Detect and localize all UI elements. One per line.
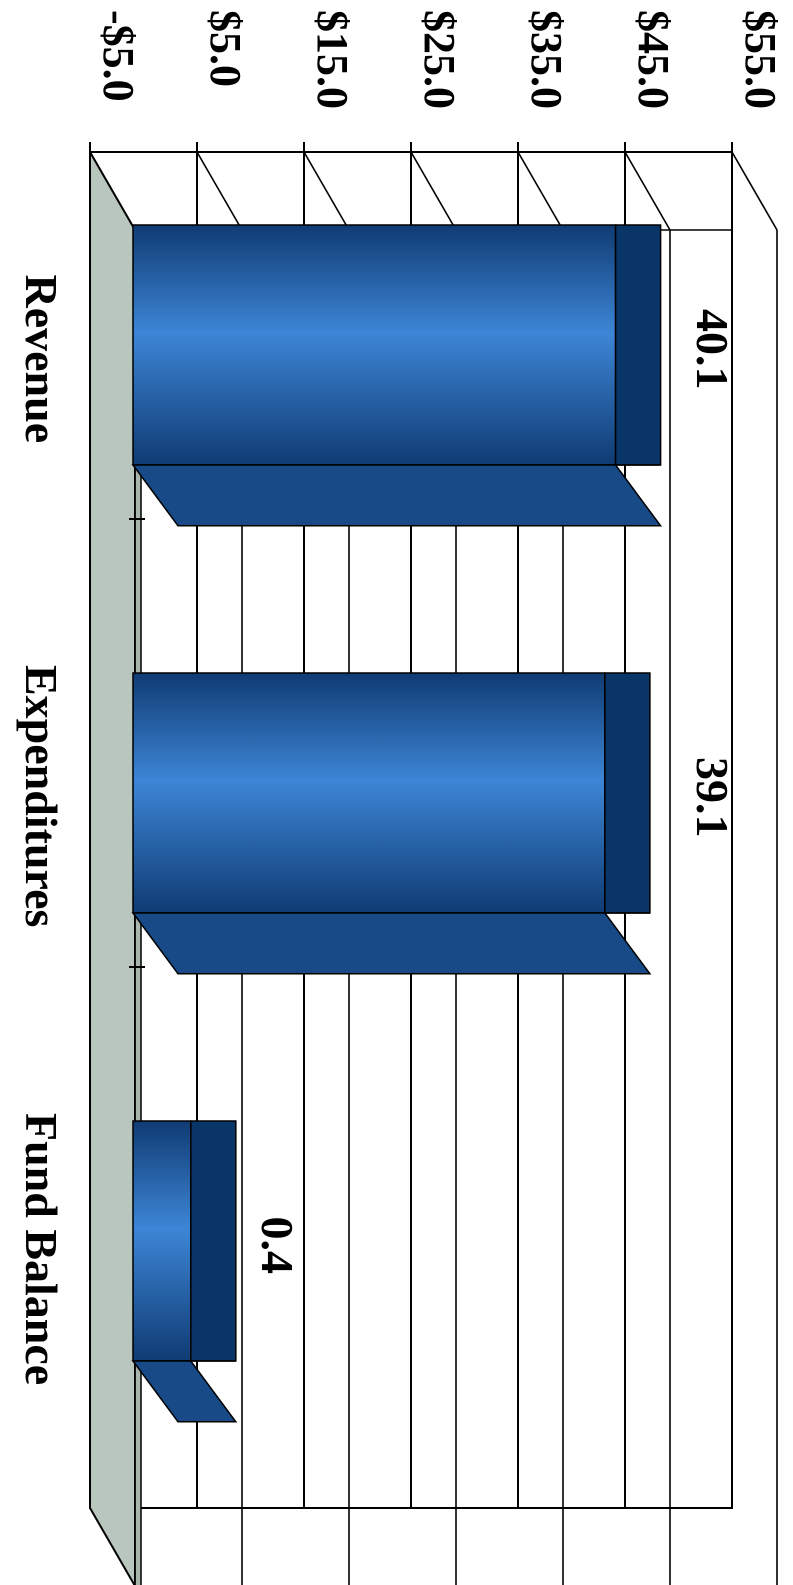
- tick-label: $35.0: [522, 10, 571, 109]
- bar-end: [614, 224, 662, 466]
- gridline-depth: [196, 151, 243, 231]
- bar-front: [132, 224, 617, 466]
- floor: [89, 148, 136, 1585]
- bar-depth: [131, 1360, 238, 1423]
- bar-fund-balance: [131, 1120, 238, 1423]
- category-axis-labels: Revenue Expenditures Fund Balance: [16, 275, 67, 1386]
- data-label: 39.1: [687, 757, 738, 838]
- bar-revenue: [131, 224, 663, 527]
- gridline-depth: [410, 151, 457, 231]
- tick-label: -$5.0: [94, 10, 143, 102]
- data-labels: 40.1 39.1 0.4: [252, 309, 738, 1274]
- data-label: 0.4: [252, 1217, 303, 1275]
- bar-depth: [131, 464, 663, 527]
- tick-label: $15.0: [308, 10, 357, 109]
- gridline-depth: [303, 151, 350, 231]
- gridline-depth: [731, 151, 778, 231]
- bar-front: [132, 1120, 192, 1362]
- data-label: 40.1: [687, 309, 738, 390]
- bar-depth: [131, 912, 652, 975]
- bar-end: [190, 1120, 237, 1362]
- bar-expenditures: [131, 672, 652, 975]
- category-label: Fund Balance: [16, 1113, 67, 1385]
- category-label: Expenditures: [16, 665, 67, 927]
- tick-label: $55.0: [736, 10, 785, 109]
- gridline-depth: [517, 151, 564, 231]
- gridline-depth: [89, 151, 136, 231]
- tick-label: $5.0: [201, 10, 250, 87]
- gridline-depth: [624, 151, 671, 231]
- bar-front: [132, 672, 606, 914]
- value-axis-tick-labels: -$5.0 $5.0 $15.0 $25.0 $35.0 $45.0 $55.0: [94, 10, 785, 109]
- bars: [131, 224, 663, 1423]
- bar-end: [604, 672, 651, 914]
- tick-label: $25.0: [415, 10, 464, 109]
- tick-label: $45.0: [629, 10, 678, 109]
- category-label: Revenue: [16, 275, 67, 444]
